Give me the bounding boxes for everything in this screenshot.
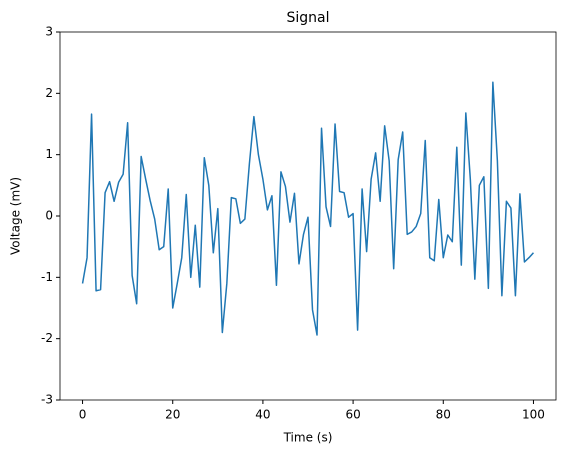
x-tick-label: 20 — [165, 408, 180, 422]
x-tick-label: 100 — [522, 408, 545, 422]
x-axis-label: Time (s) — [283, 431, 333, 445]
x-tick-label: 80 — [436, 408, 451, 422]
y-tick-label: 0 — [45, 209, 53, 223]
x-tick-label: 60 — [345, 408, 360, 422]
chart-title: Signal — [286, 10, 329, 26]
x-tick-label: 0 — [79, 408, 87, 422]
y-tick-label: 3 — [45, 25, 53, 39]
plot-frame — [59, 31, 557, 401]
y-axis-label: Voltage (mV) — [9, 177, 23, 255]
y-tick-label: 1 — [45, 147, 53, 161]
y-tick-label: 2 — [45, 86, 53, 100]
y-tick-label: -1 — [41, 270, 53, 284]
line — [81, 81, 535, 336]
y-tick-label: -2 — [41, 331, 53, 345]
x-tick-label: 40 — [255, 408, 270, 422]
y-tick-label: -3 — [41, 393, 53, 407]
